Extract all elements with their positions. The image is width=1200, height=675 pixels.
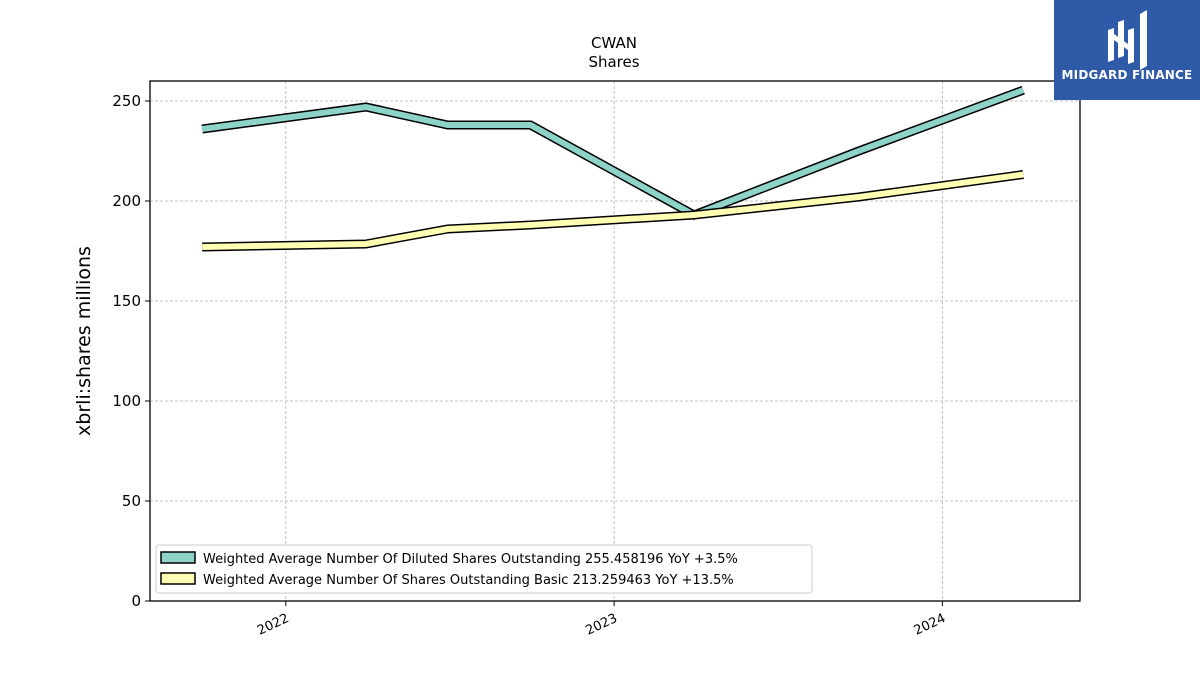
series-layer xyxy=(201,85,1025,252)
series-line xyxy=(202,171,1024,250)
legend: Weighted Average Number Of Diluted Share… xyxy=(155,544,813,594)
x-axis-ticks: 2022 2023 2024 xyxy=(255,601,948,639)
series-outline xyxy=(201,85,1025,220)
y-tick-label: 100 xyxy=(112,392,141,410)
y-axis-label: xbrli:shares millions xyxy=(73,246,95,436)
chart-title: CWAN xyxy=(591,34,637,52)
y-tick-label: 200 xyxy=(112,192,141,210)
legend-entry-label: Weighted Average Number Of Shares Outsta… xyxy=(203,573,734,588)
y-tick-label: 0 xyxy=(131,592,141,610)
y-tick-label: 250 xyxy=(112,92,141,110)
legend-box xyxy=(155,544,813,594)
y-tick-label: 50 xyxy=(122,492,141,510)
x-tick-label: 2023 xyxy=(583,611,619,639)
series-line xyxy=(201,87,1025,219)
series-line-2 xyxy=(202,170,1024,252)
legend-entry-label: Weighted Average Number Of Diluted Share… xyxy=(203,552,738,567)
grid xyxy=(150,81,1080,602)
chart-subtitle: Shares xyxy=(588,53,639,71)
x-tick-label: 2022 xyxy=(255,611,291,639)
plot-frame xyxy=(149,80,1081,602)
midgard-finance-logo: MIDGARD FINANCE xyxy=(1054,0,1200,100)
y-axis-ticks: 0 50 100 150 200 250 xyxy=(112,92,150,610)
series-line-1 xyxy=(201,85,1025,220)
y-tick-label: 150 xyxy=(112,292,141,310)
legend-swatch xyxy=(160,572,196,585)
legend-swatch xyxy=(160,551,196,564)
series-outline xyxy=(202,170,1024,252)
logo-mark-icon xyxy=(1108,10,1147,70)
logo-text: MIDGARD FINANCE xyxy=(1061,68,1193,82)
x-tick-label: 2024 xyxy=(912,611,948,639)
